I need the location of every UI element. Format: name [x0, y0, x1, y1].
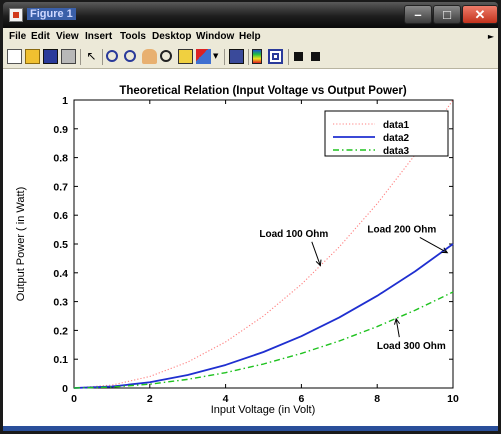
brush-dropdown-icon[interactable]: ▼	[213, 52, 219, 60]
figure-toolbar: ↖ ▼	[3, 46, 498, 69]
annotation-arrowhead	[394, 317, 401, 325]
chart-title: Theoretical Relation (Input Voltage vs O…	[119, 85, 406, 97]
menu-file[interactable]: File	[9, 31, 27, 42]
zoom-in-icon[interactable]	[106, 50, 118, 62]
series-line-data3	[73, 291, 454, 389]
annotation-arrow	[395, 318, 400, 338]
legend-label-data3: data3	[383, 146, 410, 157]
menu-tools[interactable]: Tools	[120, 31, 146, 42]
series-line-data2	[73, 243, 454, 389]
title-bar[interactable]: Figure 1 – □ ✕	[3, 2, 498, 28]
link-plot-icon[interactable]	[229, 49, 244, 64]
toolbar-separator	[102, 49, 103, 65]
y-tick-label: 1	[62, 95, 68, 107]
menu-window[interactable]: Window	[196, 31, 235, 42]
menu-insert[interactable]: Insert	[85, 31, 113, 42]
maximize-button[interactable]: □	[433, 5, 461, 24]
annotation-label: Load 200 Ohm	[367, 224, 436, 235]
menu-view[interactable]: View	[56, 31, 79, 42]
x-tick-label: 6	[298, 393, 304, 405]
toolbar-separator	[288, 49, 289, 65]
plot-axes[interactable]: 0 2 4 6 8 10 0 0.1 0.2 0.3 0.4 0.5 0.6 0.7 0.8 0.9 1 Loa…	[3, 69, 498, 426]
x-tick-label: 8	[374, 393, 380, 405]
legend-label-data1: data1	[383, 120, 410, 131]
menu-edit[interactable]: Edit	[31, 31, 50, 42]
y-tick-label: 0.3	[53, 297, 68, 309]
chevron-right-icon[interactable]: ►	[487, 32, 494, 41]
x-tick-label: 0	[71, 393, 77, 405]
menu-help[interactable]: Help	[239, 31, 261, 42]
annotation-arrowhead	[315, 259, 322, 267]
data-cursor-icon[interactable]	[178, 49, 193, 64]
pan-icon[interactable]	[142, 49, 157, 64]
legend-box	[324, 110, 449, 157]
y-tick-label: 0.7	[53, 181, 68, 193]
x-axis-label: Input Voltage (in Volt)	[211, 404, 316, 416]
y-tick-label: 0.8	[53, 153, 68, 165]
print-icon[interactable]	[61, 49, 76, 64]
close-button[interactable]: ✕	[462, 5, 498, 24]
pointer-icon[interactable]: ↖	[86, 49, 97, 63]
y-tick-label: 0.4	[53, 268, 68, 280]
toolbar-separator	[80, 49, 81, 65]
minimize-button[interactable]: –	[404, 5, 432, 24]
x-tick-label: 10	[447, 393, 459, 405]
annotation-arrow	[419, 237, 448, 254]
toolbar-separator	[224, 49, 225, 65]
legend[interactable]: data1 data2 data3	[324, 110, 449, 157]
figure-canvas: 0 2 4 6 8 10 0 0.1 0.2 0.3 0.4 0.5 0.6 0.7 0.8 0.9 1 Loa…	[3, 69, 498, 426]
y-tick-label: 0.5	[53, 239, 68, 251]
annotation-label: Load 300 Ohm	[377, 341, 446, 352]
menu-bar: File Edit View Insert Tools Desktop Wind…	[3, 28, 498, 46]
legend-label-data2: data2	[383, 133, 410, 144]
zoom-out-icon[interactable]	[124, 50, 136, 62]
y-tick-label: 0.2	[53, 325, 68, 337]
y-tick-label: 0	[62, 383, 68, 395]
hide-plot-tools-icon[interactable]	[294, 52, 303, 61]
y-tick-label: 0.1	[53, 354, 68, 366]
new-figure-icon[interactable]	[7, 49, 22, 64]
brush-icon[interactable]	[196, 49, 211, 64]
show-plot-tools-icon[interactable]	[311, 52, 320, 61]
y-tick-label: 0.6	[53, 210, 68, 222]
annotation-arrowhead	[441, 247, 449, 254]
open-file-icon[interactable]	[25, 49, 40, 64]
menu-desktop[interactable]: Desktop	[152, 31, 192, 42]
y-tick-label: 0.9	[53, 124, 68, 136]
window-title: Figure 1	[27, 8, 76, 20]
legend-icon[interactable]	[268, 49, 283, 64]
x-tick-label: 4	[223, 393, 229, 405]
window-bottom-border	[3, 426, 498, 431]
annotation-label: Load 100 Ohm	[259, 229, 328, 240]
y-axis-label: Output Power ( in Watt)	[15, 187, 27, 302]
save-icon[interactable]	[43, 49, 58, 64]
annotation-arrow	[311, 241, 321, 266]
x-tick-label: 2	[147, 393, 153, 405]
toolbar-separator	[248, 49, 249, 65]
rotate-3d-icon[interactable]	[160, 50, 172, 62]
matlab-figure-icon	[9, 8, 23, 22]
colorbar-icon[interactable]	[252, 49, 262, 64]
